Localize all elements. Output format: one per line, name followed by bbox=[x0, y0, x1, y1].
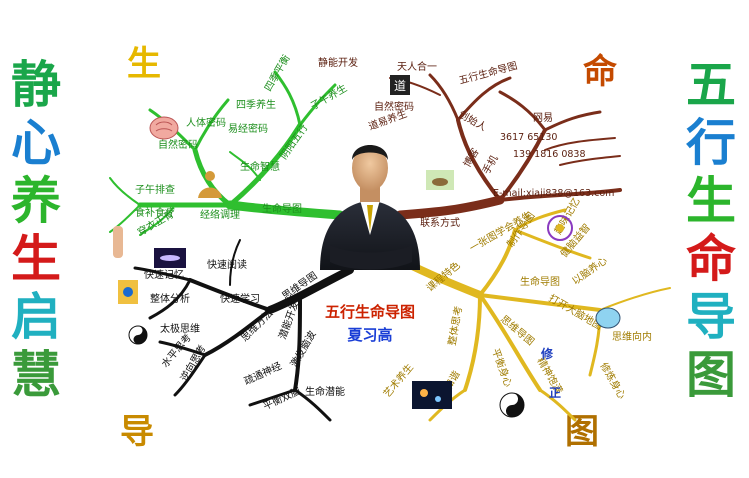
galaxy-icon bbox=[154, 248, 186, 268]
contact-item: 3617 65130 bbox=[500, 132, 557, 143]
branch-thinking bbox=[133, 239, 354, 422]
yinyang-icon bbox=[499, 392, 525, 418]
life-item: 自然密码 bbox=[158, 138, 198, 151]
life-item: 人体密码 bbox=[186, 116, 226, 129]
left-slogan-char: 生 bbox=[11, 230, 61, 288]
thinking-item: 思维方法 bbox=[238, 307, 275, 344]
right-title-char: 图 bbox=[686, 346, 736, 404]
figure-icon bbox=[113, 226, 123, 258]
eye-icon bbox=[118, 280, 138, 304]
left-slogan-char: 养 bbox=[11, 172, 61, 230]
thinking-item: 快速学习 bbox=[220, 292, 260, 305]
mark-xiu: 修 bbox=[540, 346, 554, 361]
course-item: 思维向内 bbox=[612, 330, 652, 343]
course-item: 平衡身心 bbox=[489, 347, 515, 389]
flower-icon bbox=[547, 215, 573, 241]
lotus-icon bbox=[426, 170, 454, 190]
center-title: 五行生命导图 bbox=[325, 303, 415, 321]
contact-item: 手机 bbox=[479, 153, 500, 177]
contact-item: 五行生命导图 bbox=[457, 59, 518, 87]
mark-zheng: 正 bbox=[549, 386, 561, 400]
contact-item: E-mail:xiaji838@163.com bbox=[493, 188, 614, 199]
thinking-item: 太极思维 bbox=[160, 322, 200, 335]
svg-text:道: 道 bbox=[394, 79, 406, 93]
course-item: 艺术养生 bbox=[380, 361, 416, 400]
course-item: 生命导图 bbox=[520, 275, 560, 288]
right-title-char: 行 bbox=[686, 114, 736, 172]
yinyang-icon bbox=[128, 325, 148, 345]
brain-icon bbox=[149, 116, 179, 140]
life-item: 四季养生 bbox=[236, 98, 276, 111]
right-title-char: 命 bbox=[686, 230, 736, 288]
contact-item: 自然密码 bbox=[374, 100, 414, 113]
corner-char-top-right: 命 bbox=[583, 52, 617, 92]
thinking-item: 快速记忆 bbox=[144, 268, 184, 281]
thinking-item: 整体分析 bbox=[150, 292, 190, 305]
corner-char-top-left: 生 bbox=[127, 44, 161, 84]
life-item: 阴阳五行 bbox=[277, 121, 311, 161]
course-item: 整体思考 bbox=[445, 305, 465, 347]
central-portrait bbox=[320, 145, 420, 270]
right-vertical-title: 五行生命导图 bbox=[681, 56, 741, 404]
thinking-item: 快速阅读 bbox=[207, 258, 247, 271]
branch-label-contact: 联系方式 bbox=[420, 216, 460, 229]
contact-item: 139 1816 0838 bbox=[513, 149, 586, 160]
brain-icon bbox=[595, 307, 621, 329]
branch-contact bbox=[389, 73, 622, 220]
life-item: 生命智慧 bbox=[240, 160, 280, 173]
thinking-item: 激发脑波 bbox=[287, 328, 318, 369]
left-slogan-char: 心 bbox=[11, 114, 61, 172]
corner-char-bottom-left: 导 bbox=[120, 412, 154, 452]
left-slogan-char: 静 bbox=[11, 56, 61, 114]
life-item: 易经密码 bbox=[228, 122, 268, 135]
corner-char-bottom-right: 图 bbox=[565, 412, 599, 452]
galaxy-icon bbox=[412, 381, 452, 409]
right-title-char: 导 bbox=[686, 288, 736, 346]
course-item: 打开大脑地图 bbox=[547, 291, 605, 332]
contact-item: 天人合一 bbox=[397, 60, 437, 73]
course-item: 修炼身心 bbox=[597, 360, 628, 401]
life-item: 食补食疗 bbox=[135, 206, 175, 219]
contact-item: 网易 bbox=[533, 112, 553, 124]
branch-label-life: 生命导图 bbox=[262, 202, 302, 215]
center-name: 夏习高 bbox=[346, 326, 392, 344]
right-title-char: 五 bbox=[686, 56, 736, 114]
thinking-item: 生命潜能 bbox=[305, 385, 345, 398]
dao-icon: 道 bbox=[390, 75, 410, 95]
life-item: 子午排查 bbox=[135, 183, 175, 196]
left-vertical-slogan: 静心养生启慧 bbox=[6, 56, 66, 404]
contact-item: 静能开发 bbox=[318, 56, 358, 69]
left-slogan-char: 慧 bbox=[11, 346, 61, 404]
life-item: 经络调理 bbox=[200, 208, 240, 221]
thinking-item: 疏通神经 bbox=[242, 359, 284, 388]
right-title-char: 生 bbox=[686, 172, 736, 230]
left-slogan-char: 启 bbox=[11, 288, 61, 346]
life-item: 子午养生 bbox=[308, 81, 349, 112]
meditation-icon bbox=[198, 171, 222, 198]
life-item: 四季平衡 bbox=[262, 53, 292, 94]
